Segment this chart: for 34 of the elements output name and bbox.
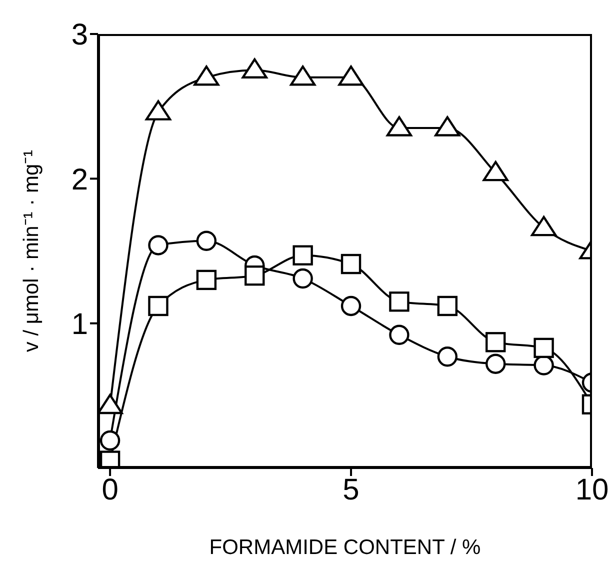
point [338, 66, 364, 86]
y-axis-title: v / μmol · min⁻¹ · mg⁻¹ [19, 150, 44, 352]
point [437, 346, 458, 367]
point [148, 296, 168, 316]
point [244, 265, 265, 286]
point [534, 338, 554, 358]
point [196, 270, 217, 290]
point [482, 160, 508, 182]
point [340, 296, 362, 316]
point [100, 430, 120, 451]
point [242, 58, 268, 78]
point [434, 116, 460, 136]
point [194, 66, 220, 86]
y-tick-label: 1 [71, 308, 88, 341]
x-axis-title: FORMAMIDE CONTENT / % [209, 536, 481, 559]
point [389, 292, 410, 312]
point [145, 100, 172, 120]
point [437, 296, 458, 316]
point [340, 254, 362, 274]
y-tick-label: 2 [71, 163, 88, 196]
point [196, 230, 217, 251]
point [486, 354, 506, 374]
point [292, 245, 313, 266]
point [290, 66, 316, 86]
point [389, 324, 410, 346]
point [531, 216, 557, 236]
point [386, 116, 412, 136]
x-tick-label: 5 [342, 473, 360, 506]
point [486, 332, 506, 352]
point [148, 235, 168, 256]
x-tick-label: 10 [575, 473, 609, 506]
point [292, 268, 313, 289]
y-tick-label: 3 [71, 18, 88, 52]
x-tick-label: 0 [102, 473, 118, 506]
